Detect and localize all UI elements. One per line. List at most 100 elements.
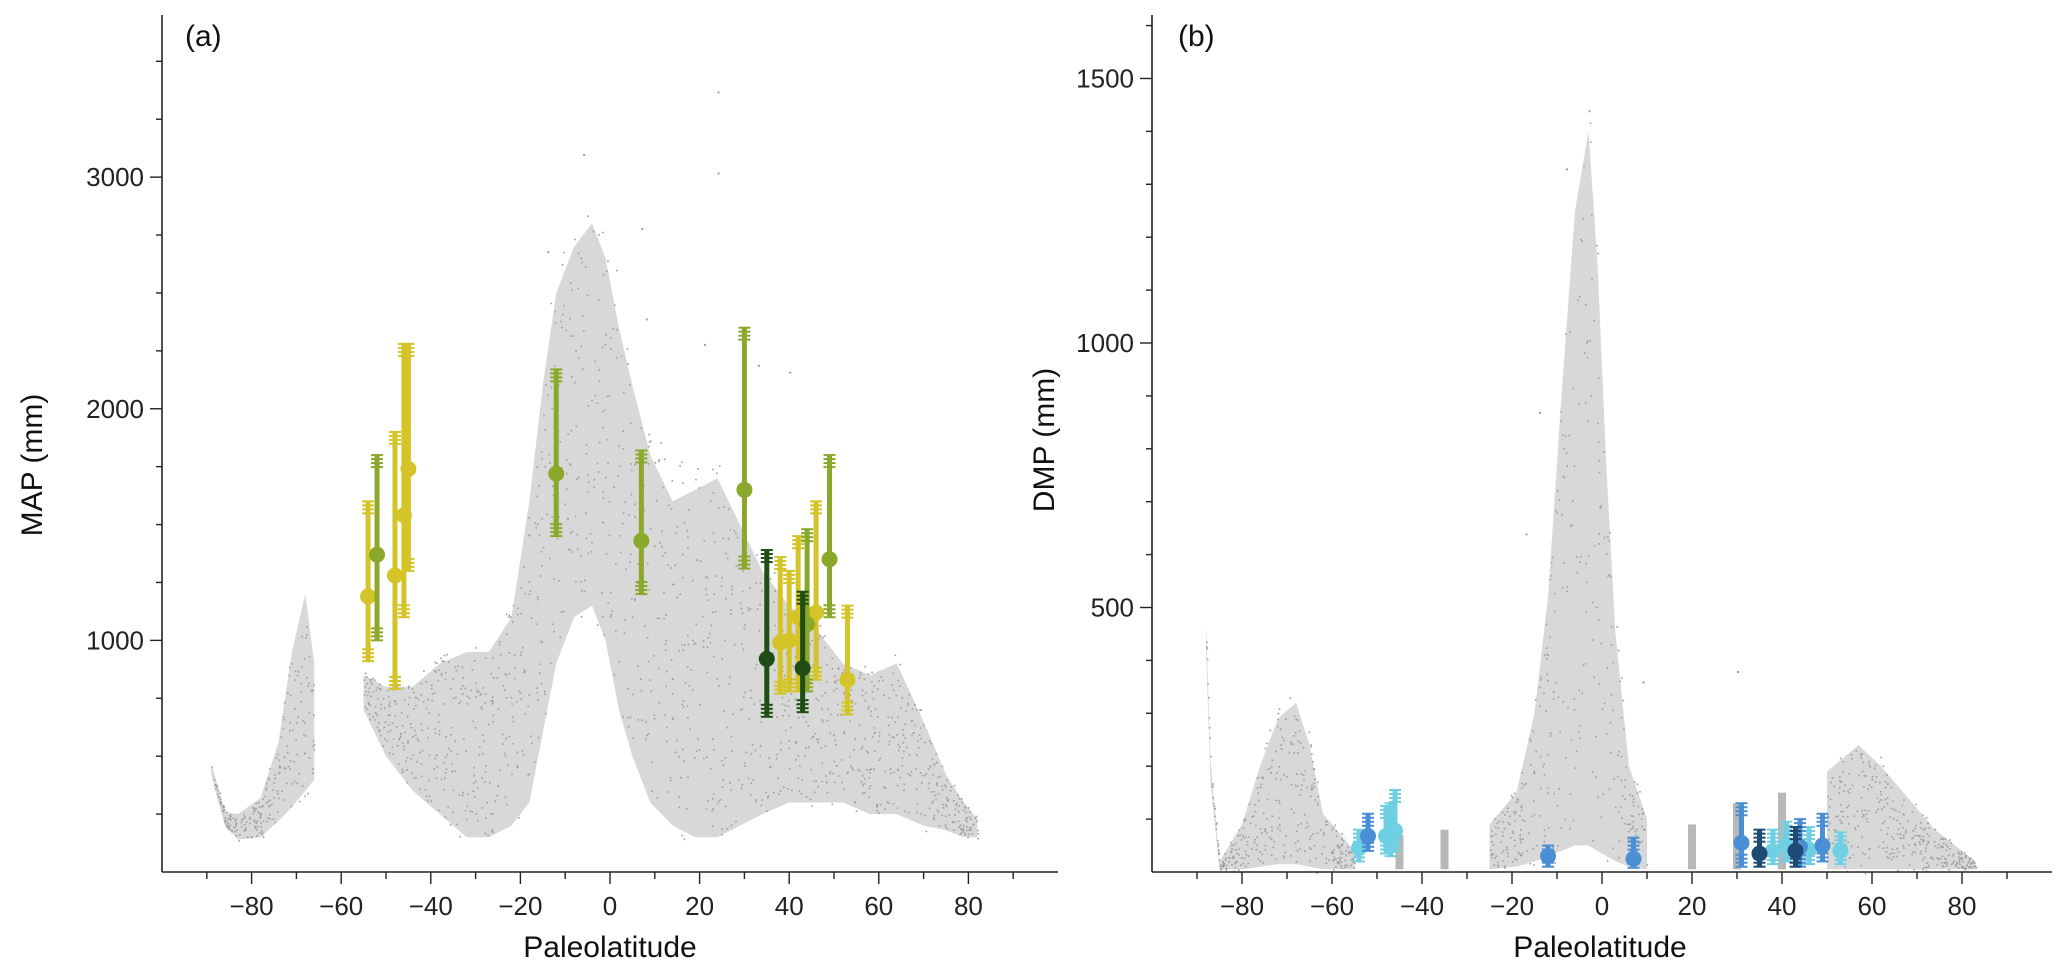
cloud-dot [438,713,440,716]
cloud-dot [850,764,852,767]
cloud-dot [737,779,740,782]
cloud-dot [246,836,249,839]
cloud-dot [670,567,673,569]
cloud-dot [535,526,538,529]
cloud-dot [406,769,408,771]
cloud-dot [1886,846,1888,849]
cloud-dot [1528,738,1531,740]
cloud-dot [269,818,271,820]
cloud-dot [728,683,730,686]
cloud-dot [1912,850,1914,853]
cloud-dot [962,824,965,827]
cloud-dot [1573,698,1576,701]
cloud-dot [253,807,256,810]
cloud-dot [705,593,708,596]
cloud-dot [1967,861,1970,864]
cloud-band [1440,829,1449,870]
cloud-dot [559,636,562,639]
cloud-dot [388,724,390,726]
cloud-dot [564,503,567,506]
cloud-dot [1496,864,1499,867]
cloud-dot [782,629,784,632]
cloud-dot [1514,858,1517,860]
cloud-dot [681,644,683,646]
cloud-dot [472,720,475,723]
cloud-dot [311,689,314,692]
cloud-dot [464,687,467,690]
cloud-dot [607,260,609,262]
cloud-dot [312,740,315,742]
cloud-dot [1923,829,1925,831]
cloud-dot [528,773,530,775]
cloud-dot [546,513,548,516]
cloud-dot [861,745,864,748]
panel-a-y-axis-label: MAP (mm) [16,394,49,537]
cloud-dot [744,691,746,694]
cloud-dot [1222,866,1225,868]
cloud-dot [541,457,543,460]
cloud-dot [736,536,739,539]
cloud-dot [1950,842,1953,844]
cloud-dot [1636,792,1639,794]
cloud-dot [380,703,382,706]
cloud-band [1588,131,1598,851]
cloud-dot [902,734,905,736]
cloud-dot [1278,708,1281,710]
cloud-dot [1898,811,1900,813]
cloud-dot [1896,855,1898,858]
cloud-dot [759,744,762,747]
cloud-dot [599,441,601,444]
cloud-dot [810,737,813,739]
cloud-dot [297,671,300,673]
cloud-dot [1863,815,1866,817]
x-tick-label: −20 [1490,891,1534,921]
cloud-dot [662,486,664,489]
cloud-dot [962,831,964,833]
cloud-dot [376,686,379,689]
cloud-dot [533,761,536,763]
cloud-dot [287,765,290,768]
cloud-dot [1529,862,1532,865]
cloud-dot [536,523,539,526]
cloud-dot [1242,862,1244,865]
cloud-dot [445,768,448,771]
cloud-dot [484,771,487,773]
cloud-dot [475,813,478,815]
cloud-dot [1212,797,1214,799]
cloud-dot [261,832,264,834]
cloud-dot [1942,866,1945,868]
cloud-dot [606,395,609,398]
cloud-dot [1925,870,1928,872]
cloud-dot [1340,856,1342,859]
cloud-dot [933,790,936,793]
cloud-dot [1597,441,1600,443]
cloud-dot [243,830,246,832]
cloud-dot [1927,822,1929,825]
cloud-dot [1508,823,1511,826]
cloud-dot [499,640,501,643]
cloud-dot [1943,842,1945,845]
cloud-dot [508,672,511,675]
cloud-dot [1862,761,1865,764]
cloud-dot [722,506,725,508]
cloud-dot [1305,826,1307,829]
cloud-dot [1501,811,1504,814]
cloud-dot [759,699,761,702]
cloud-dot [817,738,820,740]
cloud-dot [1266,768,1269,771]
cloud-dot [722,779,725,781]
cloud-dot [438,809,440,811]
cloud-dot [1586,356,1589,359]
cloud-dot [1219,865,1222,868]
cloud-dot [480,693,482,696]
cloud-dot [665,685,668,688]
cloud-dot [647,445,650,448]
cloud-dot [556,537,559,540]
cloud-dot [712,532,715,535]
cloud-dot [912,732,915,735]
cloud-dot [687,643,690,646]
cloud-dot [1238,853,1240,856]
cloud-outlier [641,228,644,231]
cloud-dot [436,662,438,665]
cloud-dot [1220,869,1222,871]
